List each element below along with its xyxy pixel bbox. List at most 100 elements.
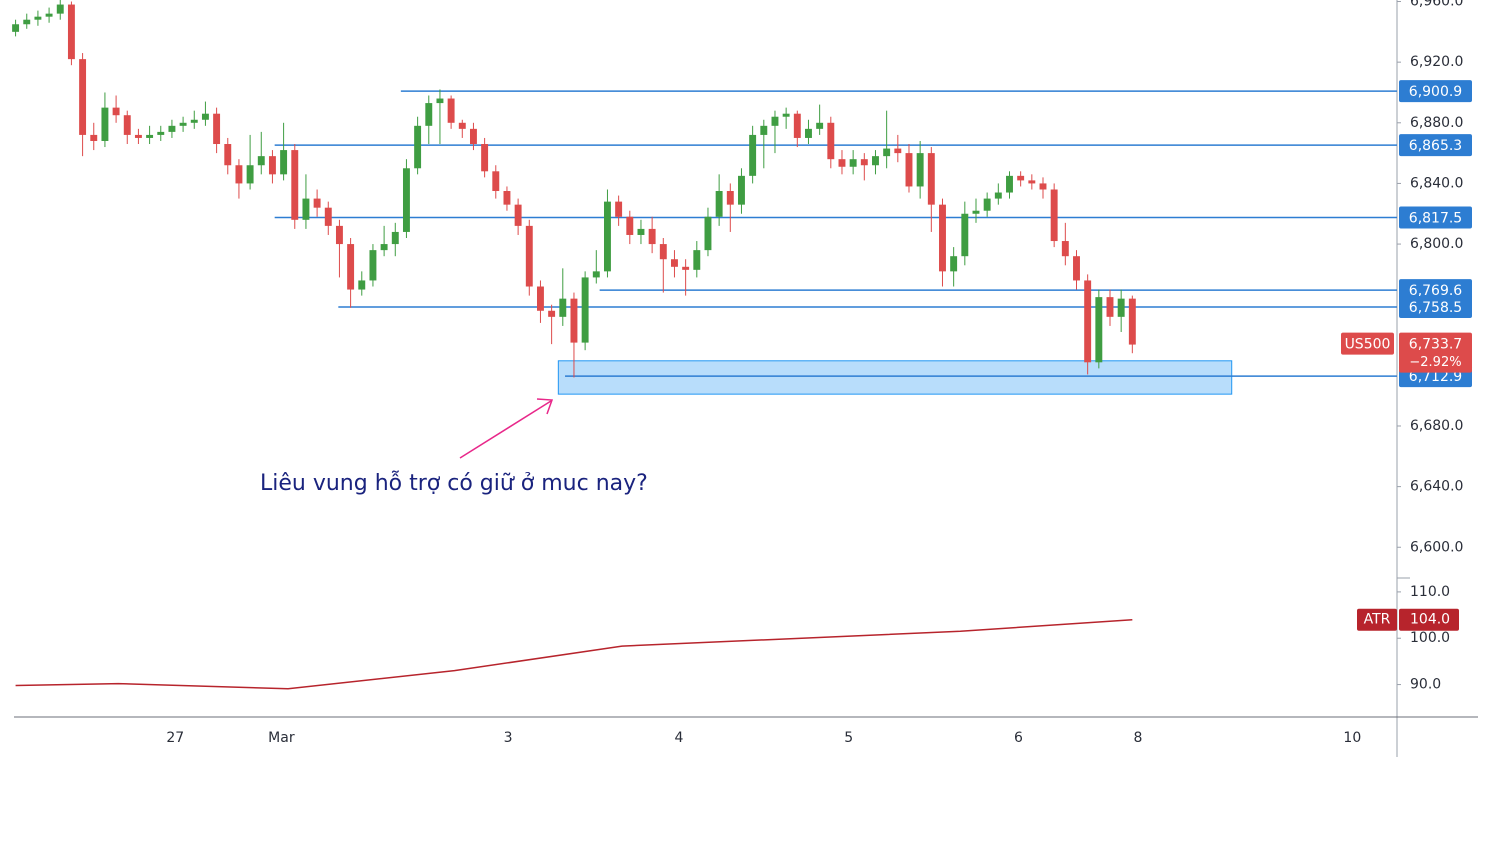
- candle-body: [358, 280, 366, 290]
- candle-body: [402, 168, 410, 232]
- candle-body: [514, 204, 522, 226]
- candle-body: [1084, 280, 1092, 363]
- candle-body: [805, 128, 812, 138]
- candle-body: [157, 131, 165, 135]
- candle-body: [760, 125, 768, 135]
- candle-body: [883, 148, 891, 157]
- candle-body: [1117, 298, 1125, 317]
- candle-body: [224, 144, 232, 166]
- last-price-label: 6,733.7: [1409, 337, 1462, 353]
- level-label-bg: [1399, 134, 1472, 157]
- candle-body: [793, 113, 801, 138]
- candle-body: [168, 125, 176, 132]
- candle-body: [872, 156, 879, 166]
- candle-body: [268, 156, 276, 175]
- candle-body: [726, 191, 734, 205]
- y-tick-label: 110.0: [1410, 584, 1450, 600]
- candle-body: [12, 24, 20, 32]
- support-zone: [557, 360, 1233, 395]
- candle-body: [559, 298, 567, 317]
- candle-body: [101, 107, 109, 141]
- axis-layer: 6,600.0 6,640.0 6,680.0 6,800.0 6,840.0 6,880…: [166, 0, 1472, 746]
- candle-body: [939, 204, 946, 272]
- candle-body: [749, 134, 757, 176]
- candle-body: [994, 192, 1002, 199]
- level-label: 6,758.5: [1409, 300, 1462, 316]
- candle-body: [34, 16, 42, 20]
- candle-body: [671, 259, 678, 267]
- x-tick-label: 5: [844, 730, 853, 746]
- candle-body: [1050, 189, 1058, 242]
- candle-body: [682, 266, 690, 270]
- candle-body: [570, 298, 578, 343]
- candle-body: [983, 198, 991, 211]
- level-label-bg: [1399, 279, 1472, 302]
- candle-body: [916, 153, 924, 187]
- candle-body: [201, 113, 209, 120]
- candle-body: [23, 19, 31, 25]
- candle-body: [894, 148, 902, 154]
- candle-body: [961, 213, 969, 257]
- candle-body: [972, 210, 980, 214]
- candle-body: [1128, 298, 1136, 345]
- y-tick-label: 6,800.0: [1410, 236, 1463, 252]
- candle-body: [425, 103, 433, 126]
- candle-body: [693, 250, 701, 270]
- candle-body: [123, 115, 131, 135]
- level-layer: [274, 90, 1397, 377]
- candle-body: [347, 244, 355, 290]
- candle-body: [469, 128, 477, 145]
- candle-body: [816, 122, 824, 129]
- y-tick-label: 6,920.0: [1410, 54, 1463, 70]
- x-tick-label: 10: [1343, 730, 1361, 746]
- annotation: Liêu vung hỗ trợ có giữ ở muc nay?: [260, 470, 648, 496]
- candle-body: [548, 310, 556, 317]
- candle-body: [1095, 297, 1103, 363]
- candle-body: [648, 228, 656, 245]
- candle-body: [235, 165, 243, 184]
- candle-body: [849, 159, 857, 167]
- x-tick-label: 4: [674, 730, 683, 746]
- candle-body: [536, 286, 544, 311]
- candle-body: [492, 171, 500, 192]
- candle-body: [950, 256, 958, 272]
- candle-body: [45, 13, 53, 17]
- atr-value-label: 104.0: [1410, 612, 1450, 628]
- candle-body: [905, 153, 913, 187]
- candle-body: [313, 198, 321, 208]
- candle-body: [715, 191, 723, 217]
- level-label: 6,769.6: [1409, 283, 1463, 299]
- zone-layer: [557, 360, 1233, 395]
- candle-body: [246, 165, 254, 184]
- candle-body: [525, 225, 533, 287]
- candle-body: [927, 153, 935, 205]
- candle-body: [213, 113, 221, 145]
- candle-body: [146, 134, 154, 138]
- candle-body: [860, 159, 868, 166]
- candle-body: [134, 134, 142, 138]
- candle-body: [637, 228, 645, 235]
- candle-body: [1061, 241, 1069, 257]
- candle-body: [335, 225, 343, 245]
- symbol-bg: [1341, 332, 1394, 355]
- candle-body: [391, 231, 399, 245]
- y-tick-label: 6,960.0: [1410, 0, 1463, 10]
- level-label: 6,817.5: [1409, 211, 1462, 227]
- candle-body: [458, 122, 466, 129]
- level-label: 6,712.9: [1409, 369, 1462, 385]
- candle-layer: [12, 0, 1136, 690]
- candle-body: [1028, 180, 1036, 184]
- x-tick-label: 27: [166, 730, 184, 746]
- last-price-bg: [1399, 332, 1472, 373]
- candle-body: [1039, 183, 1047, 190]
- level-label-bg: [1399, 295, 1472, 318]
- atr-line: [15, 618, 1133, 690]
- candle-body: [659, 244, 667, 260]
- candle-body: [1073, 256, 1080, 281]
- y-tick-label: 6,680.0: [1410, 418, 1463, 434]
- x-tick-label: 6: [1014, 730, 1023, 746]
- x-tick-label: Mar: [268, 730, 295, 746]
- x-tick-label: 3: [504, 730, 513, 746]
- candle-body: [447, 98, 455, 123]
